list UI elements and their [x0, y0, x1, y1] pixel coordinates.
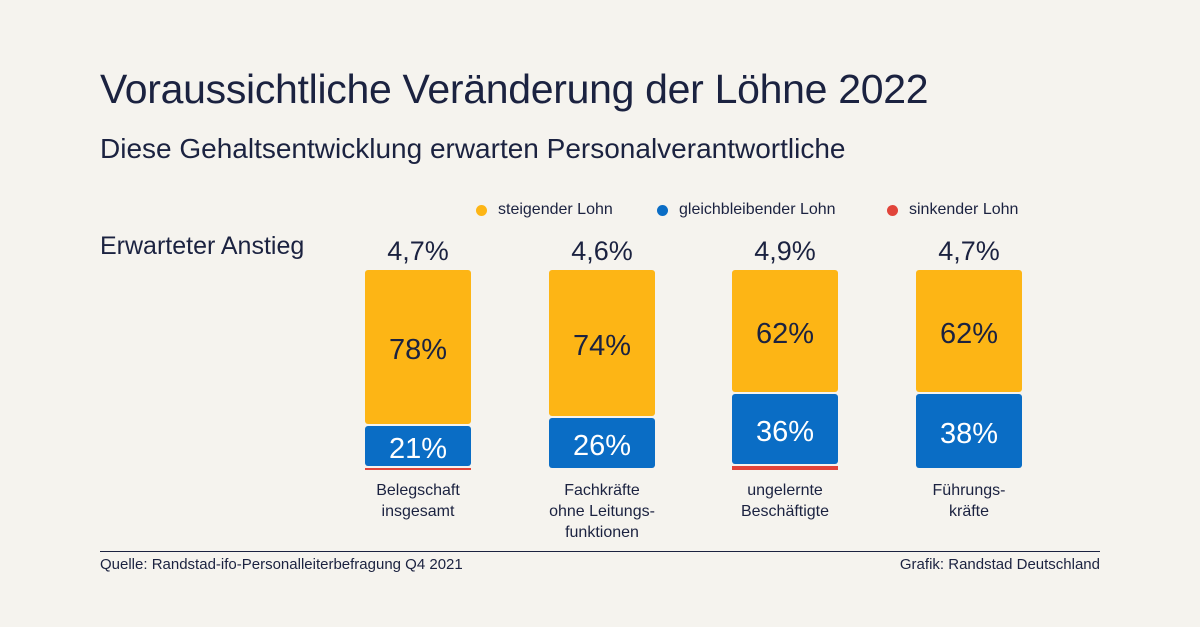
bar-falling-1 [365, 468, 471, 470]
data-label-rising-1: 78% [389, 334, 447, 366]
chart-title: Voraussichtliche Veränderung der Löhne 2… [100, 66, 929, 112]
legend-dot-constant [657, 204, 668, 216]
category-label-3-line-1: ungelernte [747, 482, 823, 499]
category-label-4-line-2: kräfte [949, 503, 989, 520]
category-label-3-line-2: Beschäftigte [741, 503, 829, 520]
category-label-1-line-1: Belegschaft [376, 482, 460, 499]
bar-constant-1 [365, 426, 471, 466]
footer-divider [100, 551, 1100, 552]
chart-subtitle: Diese Gehaltsentwicklung erwarten Person… [100, 133, 846, 164]
legend-dot-falling [887, 204, 898, 216]
bar-constant-3 [732, 394, 838, 464]
legend-label-rising: steigender Lohn [498, 201, 613, 218]
expected-increase-label: Erwarteter Anstieg [100, 232, 305, 260]
data-label-constant-4: 38% [940, 418, 998, 450]
bar-rising-4 [916, 270, 1022, 392]
category-label-1-line-2: insgesamt [382, 503, 455, 520]
expected-increase-value-4: 4,7% [938, 236, 1000, 266]
data-label-constant-3: 36% [756, 416, 814, 448]
category-label-2-line-2: ohne Leitungs- [549, 503, 655, 520]
data-label-rising-4: 62% [940, 318, 998, 350]
bar-rising-2 [549, 270, 655, 416]
graphic-credit: Grafik: Randstad Deutschland [899, 556, 1100, 573]
data-label-rising-2: 74% [573, 330, 631, 362]
legend: steigender Lohn gleichbleibender Lohn si… [0, 201, 1200, 223]
data-label-rising-3: 62% [756, 318, 814, 350]
expected-increase-value-3: 4,9% [754, 236, 816, 266]
expected-increase-value-2: 4,6% [571, 236, 633, 266]
bar-rising-3 [732, 270, 838, 392]
legend-label-constant: gleichbleibender Lohn [679, 201, 836, 218]
data-label-constant-1: 21% [389, 433, 447, 465]
category-label-4-line-1: Führungs- [933, 482, 1006, 499]
category-label-2-line-1: Fachkräfte [564, 482, 640, 499]
bar-falling-3 [732, 466, 838, 470]
legend-dot-rising [476, 204, 487, 216]
legend-label-falling: sinkender Lohn [909, 201, 1019, 218]
category-label-2-line-3: funktionen [565, 524, 639, 541]
source-note: Quelle: Randstad-ifo-Personalleiterbefra… [100, 556, 463, 573]
bar-constant-2 [549, 418, 655, 468]
bar-rising-1 [365, 270, 471, 424]
bar-constant-4 [916, 394, 1022, 468]
legend-item-rising: steigender Lohn [476, 201, 613, 219]
legend-item-constant: gleichbleibender Lohn [657, 201, 836, 219]
expected-increase-value-1: 4,7% [387, 236, 449, 266]
legend-item-falling: sinkender Lohn [887, 201, 1018, 219]
data-label-constant-2: 26% [573, 430, 631, 462]
